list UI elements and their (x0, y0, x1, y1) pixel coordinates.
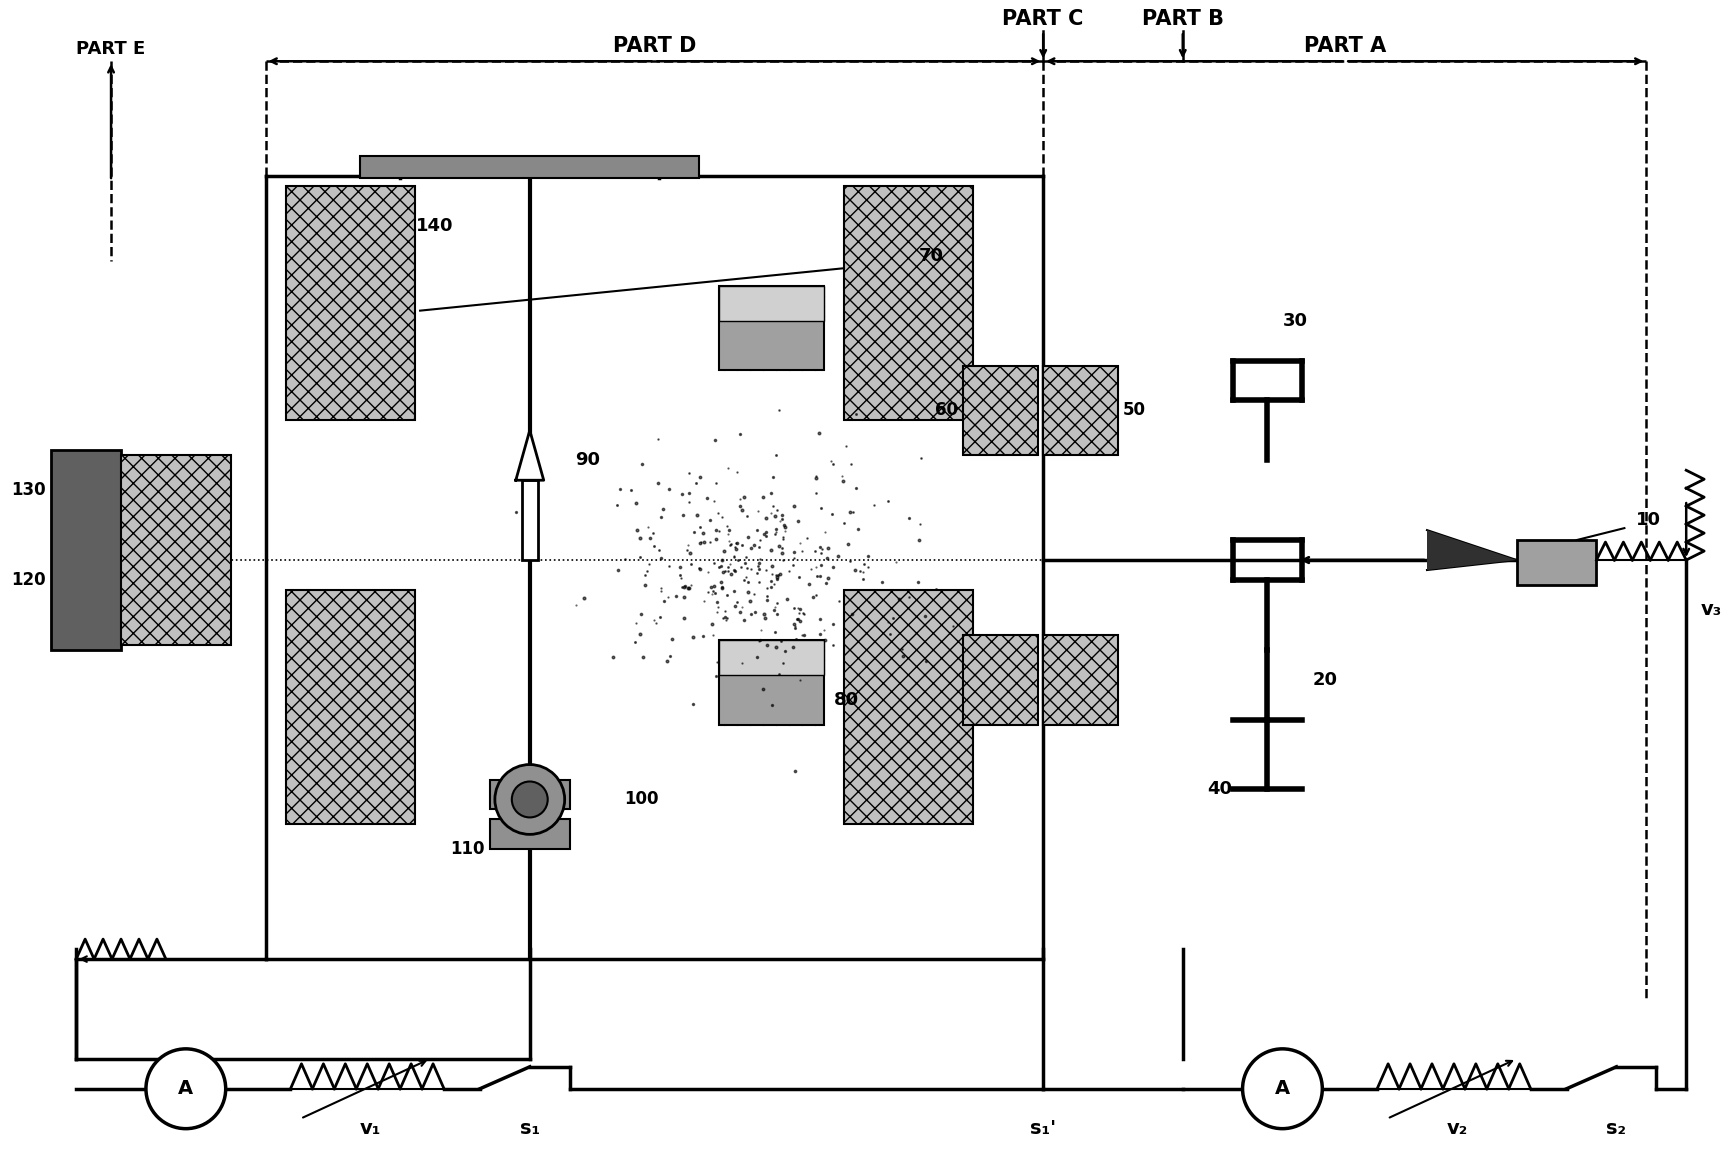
Bar (719, 286, 823, 321)
Bar (719, 640, 823, 724)
Text: v₁: v₁ (360, 1120, 380, 1138)
Text: v₃: v₃ (1701, 601, 1722, 619)
Bar (963, 366, 1037, 455)
Text: 100: 100 (624, 791, 659, 808)
Bar (1516, 540, 1596, 585)
Bar (719, 286, 823, 370)
Text: A: A (178, 1079, 194, 1099)
Circle shape (494, 764, 565, 835)
Text: 130: 130 (12, 481, 47, 499)
Circle shape (145, 1049, 226, 1129)
Bar (844, 590, 973, 824)
Polygon shape (515, 430, 543, 481)
Text: 10: 10 (1636, 511, 1662, 529)
Text: 110: 110 (450, 841, 484, 858)
Bar (844, 186, 973, 421)
Bar (489, 779, 569, 809)
Text: 120: 120 (12, 571, 47, 589)
Bar (522, 481, 538, 560)
Text: PART D: PART D (612, 36, 697, 56)
Text: PART E: PART E (76, 40, 145, 59)
Text: 70: 70 (918, 247, 944, 265)
Text: PART B: PART B (1141, 9, 1224, 29)
Bar (1043, 635, 1119, 724)
Circle shape (1243, 1049, 1323, 1129)
Text: 60: 60 (935, 401, 958, 420)
Circle shape (512, 782, 548, 817)
Text: PART A: PART A (1304, 36, 1387, 56)
Text: 40: 40 (1207, 781, 1233, 799)
Text: 80: 80 (833, 691, 859, 709)
Text: PART C: PART C (1003, 9, 1084, 29)
Bar (285, 186, 415, 421)
Polygon shape (1426, 530, 1516, 570)
Text: 30: 30 (1283, 311, 1307, 330)
Bar (360, 156, 699, 178)
Text: v₂: v₂ (1445, 1120, 1468, 1138)
Bar (285, 590, 415, 824)
Bar (719, 640, 823, 675)
Text: s₁: s₁ (520, 1120, 539, 1138)
Text: 140: 140 (417, 217, 453, 235)
Text: s₂: s₂ (1606, 1120, 1627, 1138)
Bar (52, 451, 121, 650)
Text: 20: 20 (1312, 671, 1337, 688)
Text: 90: 90 (574, 451, 600, 469)
Bar (489, 820, 569, 850)
Text: 50: 50 (1122, 401, 1146, 420)
Bar (121, 455, 230, 645)
Bar (963, 635, 1037, 724)
Bar (1043, 366, 1119, 455)
Text: s₁': s₁' (1030, 1120, 1056, 1138)
Text: A: A (1274, 1079, 1290, 1099)
